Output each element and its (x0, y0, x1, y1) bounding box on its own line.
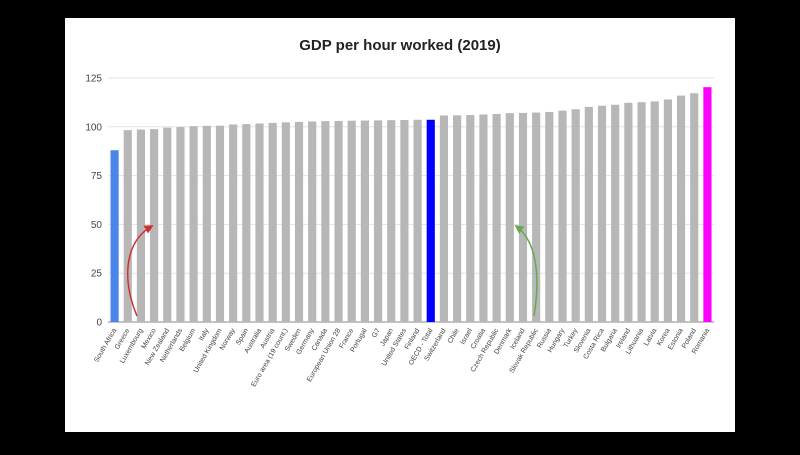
bar (611, 104, 620, 322)
bar (663, 99, 672, 322)
bar (624, 102, 633, 322)
y-tick-label: 50 (91, 220, 103, 231)
bar (189, 126, 198, 322)
x-tick-label: G7 (371, 327, 382, 339)
bar (690, 93, 699, 322)
bar (268, 122, 277, 323)
bar (466, 115, 475, 322)
bar (400, 119, 409, 322)
bar (150, 129, 159, 322)
bar (584, 106, 593, 322)
bar (373, 120, 383, 322)
bar (650, 101, 659, 322)
bar (294, 121, 304, 322)
annotation-arrow (514, 224, 538, 317)
bar (479, 114, 488, 322)
bar (136, 129, 146, 322)
bar (110, 150, 119, 322)
bar (281, 122, 290, 323)
bar (229, 124, 238, 322)
bar (426, 119, 435, 322)
annotation-arrow (127, 225, 154, 317)
bar (505, 113, 514, 322)
bar (676, 95, 686, 323)
bar (123, 130, 132, 322)
bar (334, 120, 343, 322)
bar (545, 111, 554, 322)
bar (413, 119, 422, 322)
chart-title: GDP per hour worked (2019) (299, 37, 500, 54)
bar (202, 125, 211, 322)
bar (558, 110, 567, 323)
bar (387, 120, 396, 322)
bar (532, 112, 541, 322)
bar (321, 121, 330, 323)
y-tick-label: 75 (91, 171, 103, 182)
y-tick-label: 0 (96, 318, 102, 329)
bar (637, 102, 646, 322)
bar (703, 87, 712, 322)
bar (360, 120, 369, 323)
bar (242, 124, 251, 322)
y-tick-label: 100 (85, 122, 102, 133)
y-tick-label: 25 (91, 269, 103, 280)
bar (439, 115, 449, 323)
bar (518, 112, 528, 323)
bar (255, 123, 264, 322)
bar (453, 115, 462, 322)
bar (571, 109, 580, 323)
y-tick-label: 125 (85, 74, 102, 85)
bar (347, 120, 356, 322)
bar (492, 113, 501, 322)
bar (163, 127, 172, 322)
bar (308, 121, 317, 322)
bar (597, 105, 607, 322)
bar (215, 125, 225, 322)
bar (176, 126, 185, 322)
